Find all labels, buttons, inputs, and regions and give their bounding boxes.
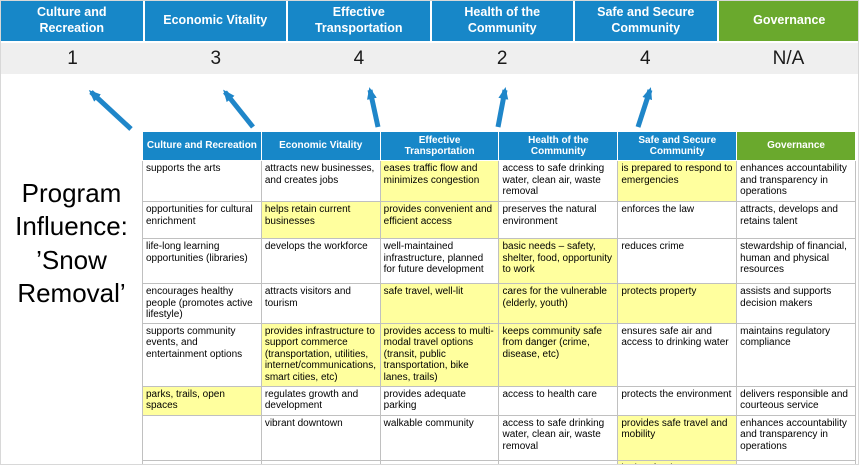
impact-cell: parks, trails, open spaces <box>142 385 262 416</box>
pillar-header-effective-transportation: Effective Transportation <box>288 1 430 41</box>
impact-cell: maintains regulatory compliance <box>736 322 856 387</box>
impact-cell: access to health care <box>498 385 619 416</box>
impact-cell <box>736 459 856 464</box>
impact-cell: provides access to multi-modal travel op… <box>379 322 500 387</box>
impact-cell: enhances accountability and transparency… <box>736 414 856 461</box>
table-header-row: Culture and Recreation Economic Vitality E… <box>142 131 856 161</box>
table-column-header-health-of-the-community: Health of the Community <box>498 131 619 161</box>
table-row: encourages healthy people (promotes acti… <box>142 283 856 324</box>
impact-cell: vibrant downtown <box>260 414 381 461</box>
pillar-score-economic-vitality: 3 <box>210 47 222 69</box>
impact-cell: protects property <box>617 283 738 324</box>
impact-cell: attracts new businesses, and creates job… <box>260 160 381 202</box>
table-column-header-effective-transportation: Effective Transportation <box>379 131 500 161</box>
impact-cell: develops the workforce <box>260 238 381 284</box>
impact-cell: access to safe drinking water, clean air… <box>498 414 619 461</box>
pillar-header-culture-and-recreation: Culture and Recreation <box>1 1 143 41</box>
impact-cell: helps retain current businesses <box>260 201 381 239</box>
pillar-score-governance: N/A <box>772 47 805 69</box>
impact-cell: keeps community safe from danger (crime,… <box>498 322 619 387</box>
influence-arrows <box>88 87 653 131</box>
impact-cell: opportunities for cultural enrichment <box>142 201 262 239</box>
impact-cell: enforces the law <box>617 201 738 239</box>
impact-cell: attracts visitors and tourism <box>260 283 381 324</box>
impact-cell <box>379 459 500 464</box>
impact-cell: reduces crime <box>617 238 738 284</box>
impact-cell: assists and supports decision makers <box>736 283 856 324</box>
impact-cell: ensures safe air and access to drinking … <box>617 322 738 387</box>
impact-cell: well-maintained infrastructure, planned … <box>379 238 500 284</box>
impact-cell: attracts, develops and retains talent <box>736 201 856 239</box>
arrow-culture-icon <box>88 89 133 131</box>
pillar-impact-table: Culture and Recreation Economic Vitality E… <box>142 131 856 464</box>
impact-cell: provides infrastructure to support comme… <box>260 322 381 387</box>
table-row: looks after it's most vulnerable <box>142 459 856 464</box>
impact-cell: provides adequate parking <box>379 385 500 416</box>
arrow-safe-icon <box>635 87 653 128</box>
impact-table-head: Culture and Recreation Economic Vitality E… <box>142 131 856 161</box>
score-row: 1 3 4 2 4 N/A <box>1 43 858 74</box>
impact-cell <box>498 459 619 464</box>
impact-cell: provides convenient and efficient access <box>379 201 500 239</box>
table-row: life-long learning opportunities (librar… <box>142 238 856 284</box>
impact-cell <box>142 414 262 461</box>
impact-cell: is prepared to respond to emergencies <box>617 160 738 202</box>
pillar-score-effective-transportation: 4 <box>353 47 365 69</box>
impact-table-body: supports the arts attracts new businesses… <box>142 160 856 464</box>
table-column-header-governance: Governance <box>736 131 856 161</box>
arrow-economic-icon <box>223 89 255 129</box>
impact-cell: basic needs – safety, shelter, food, opp… <box>498 238 619 284</box>
arrow-transportation-icon <box>367 87 381 128</box>
table-row: parks, trails, open spaces regulates grow… <box>142 385 856 416</box>
impact-cell: supports community events, and entertain… <box>142 322 262 387</box>
table-column-header-safe-and-secure-community: Safe and Secure Community <box>617 131 738 161</box>
impact-cell <box>142 459 262 464</box>
impact-cell: walkable community <box>379 414 500 461</box>
table-column-header-culture-and-recreation: Culture and Recreation <box>142 131 262 161</box>
impact-cell: cares for the vulnerable (elderly, youth… <box>498 283 619 324</box>
impact-cell: enhances accountability and transparency… <box>736 160 856 202</box>
table-column-header-economic-vitality: Economic Vitality <box>260 131 381 161</box>
table-row: opportunities for cultural enrichment hel… <box>142 201 856 239</box>
table-row: supports the arts attracts new businesses… <box>142 160 856 202</box>
pillar-score-health-of-the-community: 2 <box>496 47 508 69</box>
impact-cell <box>260 459 381 464</box>
arrow-health-icon <box>495 87 509 128</box>
impact-cell: preserves the natural environment <box>498 201 619 239</box>
impact-cell: delivers responsible and courteous servi… <box>736 385 856 416</box>
pillar-header-safe-and-secure-community: Safe and Secure Community <box>575 1 717 41</box>
table-row: supports community events, and entertain… <box>142 322 856 387</box>
impact-cell: protects the environment <box>617 385 738 416</box>
pillar-score-culture-and-recreation: 1 <box>67 47 78 69</box>
impact-cell: eases traffic flow and minimizes congest… <box>379 160 500 202</box>
impact-cell: supports the arts <box>142 160 262 202</box>
program-influence-title: Program Influence: ’Snow Removal’ <box>15 178 128 308</box>
impact-cell: looks after it's most vulnerable <box>617 459 738 464</box>
pillar-banner: Culture and Recreation Economic Vitality E… <box>1 1 858 41</box>
pillar-header-governance: Governance <box>718 1 858 41</box>
pillar-score-safe-and-secure-community: 4 <box>639 47 651 69</box>
impact-cell: stewardship of financial, human and phys… <box>736 238 856 284</box>
table-row: vibrant downtown walkable community access… <box>142 414 856 461</box>
pillar-header-economic-vitality: Economic Vitality <box>144 1 286 41</box>
impact-cell: regulates growth and development <box>260 385 381 416</box>
pillar-header-health-of-the-community: Health of the Community <box>431 1 573 41</box>
impact-cell: encourages healthy people (promotes acti… <box>142 283 262 324</box>
impact-cell: life-long learning opportunities (librar… <box>142 238 262 284</box>
impact-cell: access to safe drinking water, clean air… <box>498 160 619 202</box>
impact-cell: provides safe travel and mobility <box>617 414 738 461</box>
impact-cell: safe travel, well-lit <box>379 283 500 324</box>
